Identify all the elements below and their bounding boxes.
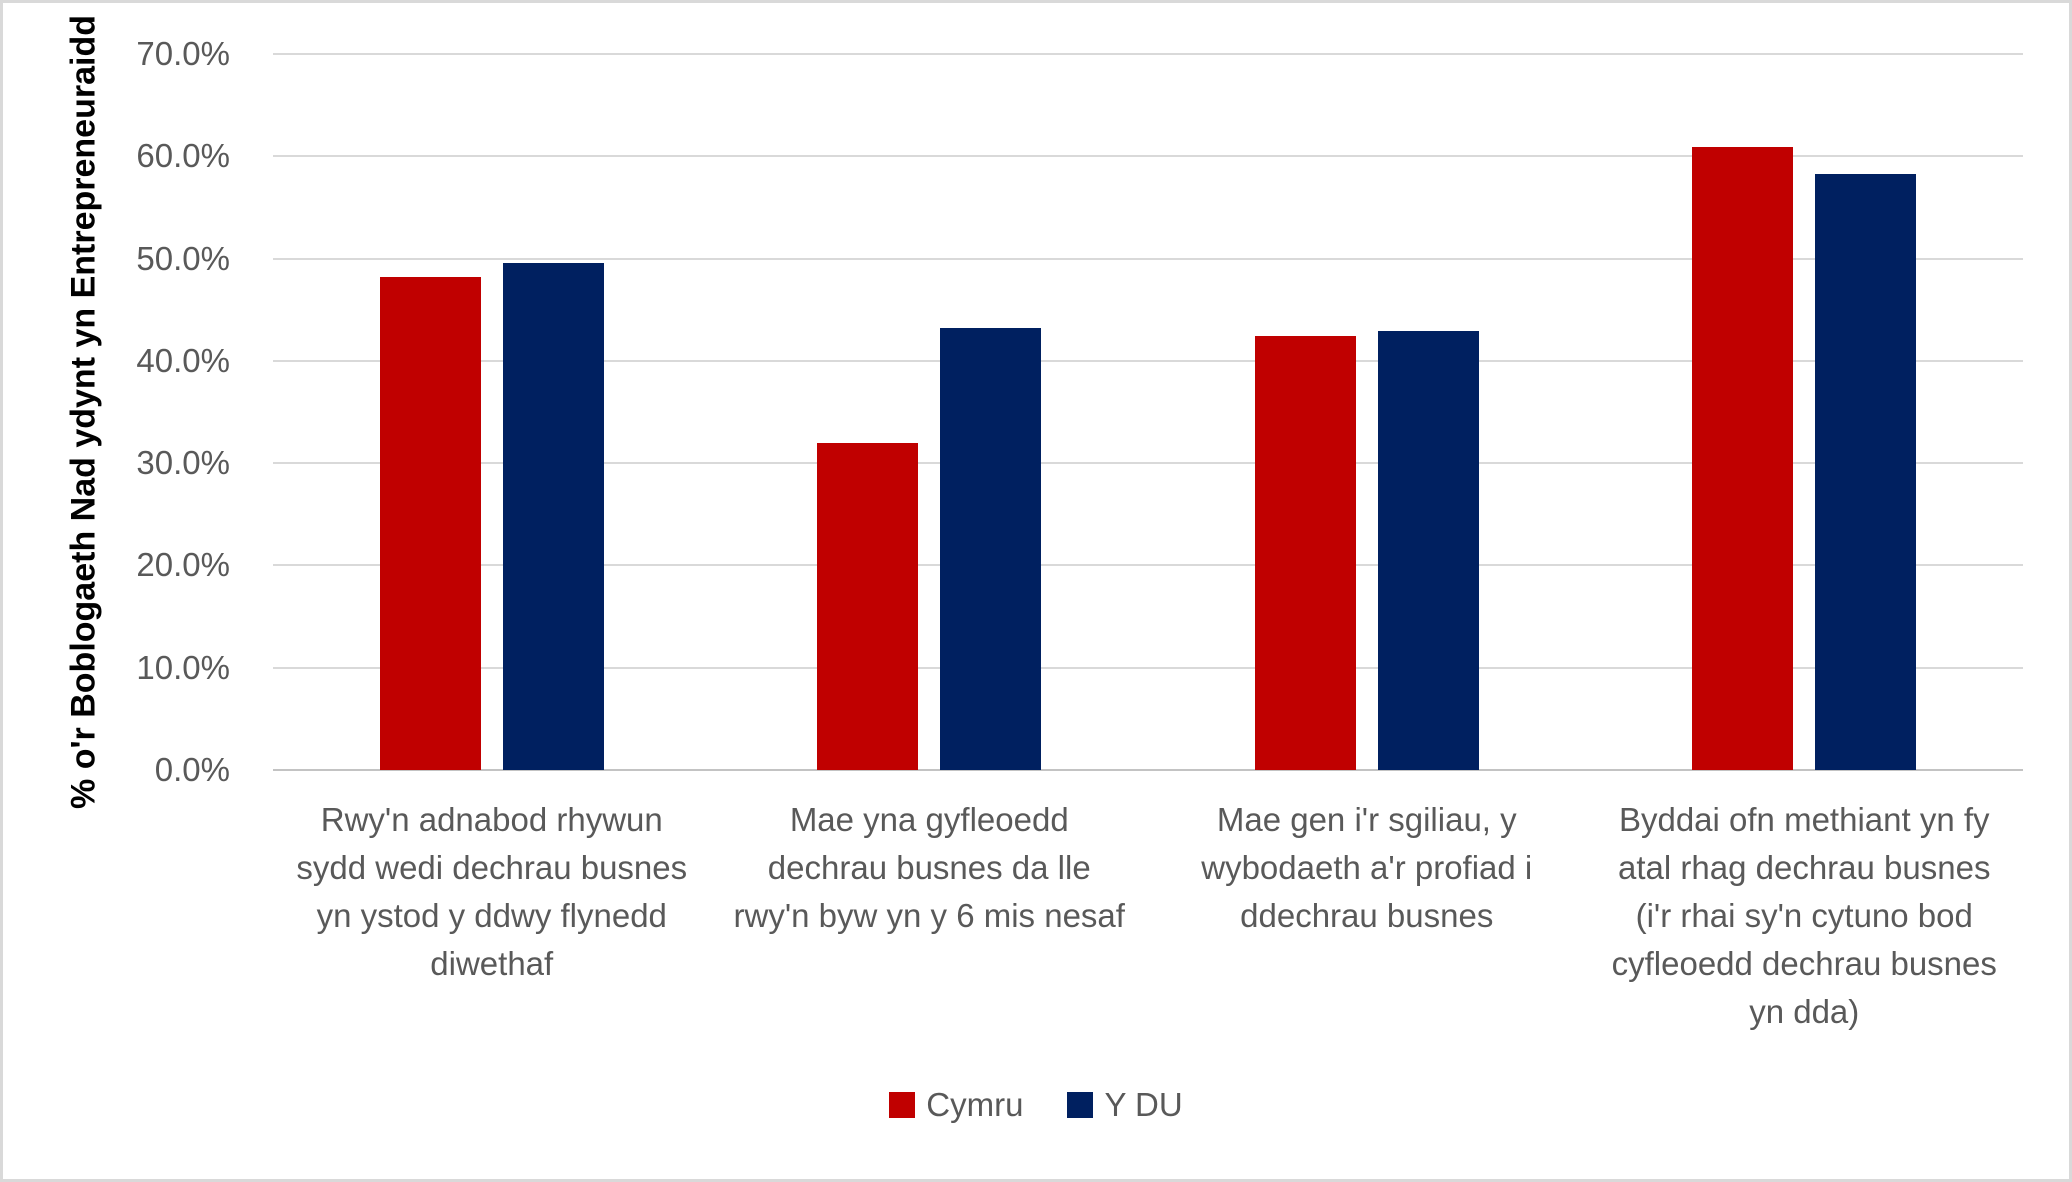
- y-tick-label-30: 30.0%: [136, 444, 230, 482]
- y-tick-label-0: 0.0%: [154, 751, 230, 788]
- gridline-30: [273, 462, 2023, 465]
- bar-y-du-1: [940, 328, 1042, 770]
- gridline-50: [273, 257, 2023, 260]
- y-tick-label-40: 40.0%: [136, 341, 230, 379]
- legend-label-cymru: Cymru: [926, 1086, 1024, 1123]
- bar-y-du-0: [502, 262, 604, 770]
- y-tick-label-60: 60.0%: [136, 137, 230, 175]
- bar-cymru-3: [1692, 147, 1794, 770]
- bar-cymru-1: [817, 442, 919, 770]
- gridline-10: [273, 666, 2023, 669]
- category-label-1: Mae yna gyfleoedd dechrau busnes da lle …: [733, 801, 1125, 934]
- plot-area: [273, 53, 2023, 771]
- legend: Cymru Y DU: [3, 1088, 2069, 1121]
- y-tick-label-70: 70.0%: [136, 35, 230, 72]
- category-label-3: Byddai ofn methiant yn fy atal rhag dech…: [1611, 801, 1997, 1030]
- legend-item-y-du: Y DU: [1067, 1086, 1183, 1123]
- bar-cymru-2: [1254, 336, 1356, 770]
- y-tick-label-20: 20.0%: [136, 546, 230, 584]
- bar-y-du-2: [1377, 331, 1479, 770]
- bar-cymru-0: [379, 276, 481, 770]
- y-tick-label-10: 10.0%: [136, 648, 230, 686]
- category-label-0: Rwy'n adnabod rhywun sydd wedi dechrau b…: [296, 801, 688, 982]
- legend-swatch-y-du: [1067, 1091, 1094, 1118]
- y-tick-label-50: 50.0%: [136, 239, 230, 277]
- bar-y-du-3: [1815, 173, 1917, 770]
- legend-label-y-du: Y DU: [1104, 1086, 1183, 1123]
- gridline-40: [273, 359, 2023, 362]
- category-label-2: Mae gen i'r sgiliau, y wybodaeth a'r pro…: [1201, 801, 1533, 934]
- gridline-20: [273, 564, 2023, 567]
- x-axis-line: [273, 769, 2023, 771]
- legend-item-cymru: Cymru: [889, 1088, 1023, 1121]
- gridline-70: [273, 53, 2023, 55]
- legend-swatch-cymru: [889, 1091, 916, 1118]
- gridline-60: [273, 155, 2023, 158]
